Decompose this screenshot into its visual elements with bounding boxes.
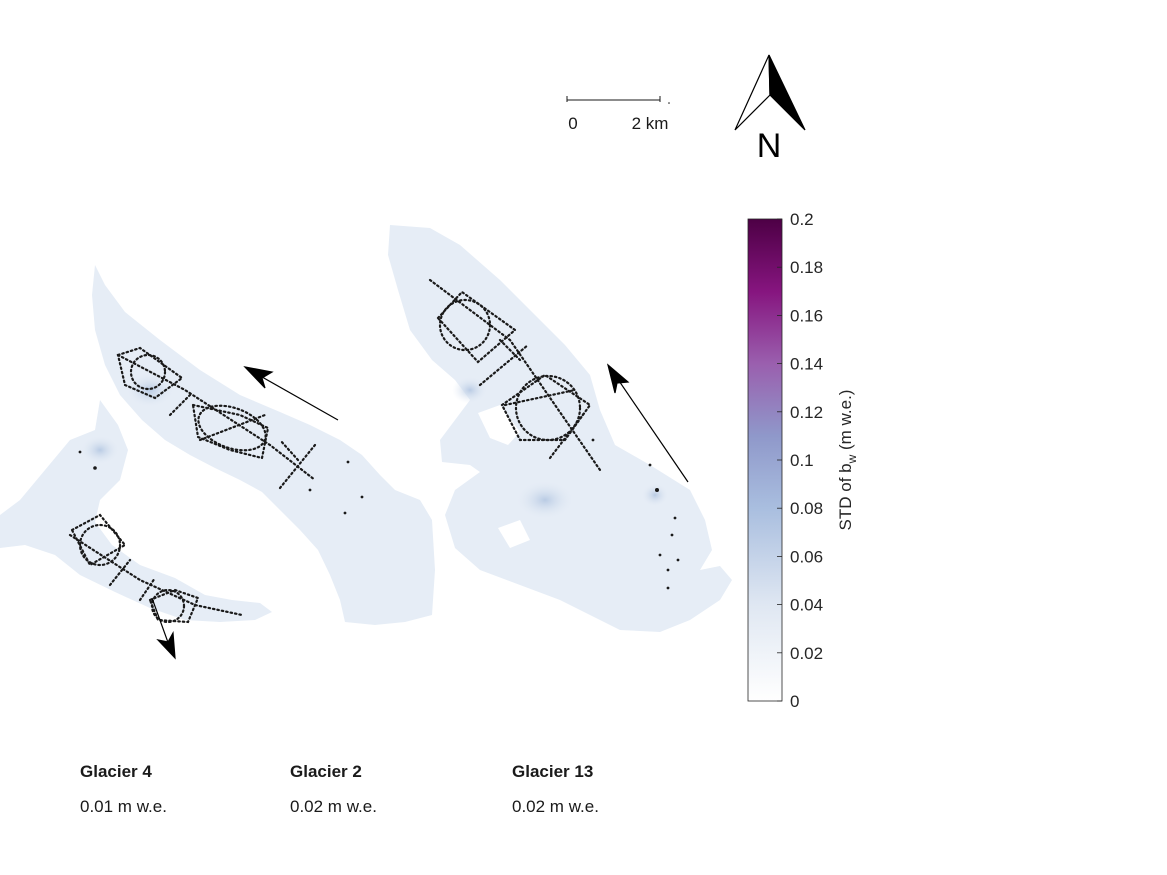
north-label: N [757, 127, 782, 165]
flow-arrow-icon [151, 597, 176, 660]
colorbar-tick-label: 0.2 [790, 210, 814, 229]
flow-arrows [151, 363, 689, 660]
colorbar-tick-label: 0 [790, 692, 799, 711]
flow-arrow-icon [243, 366, 339, 421]
colorbar-tick-label: 0.08 [790, 499, 823, 518]
colorbar-tick-label: 0.06 [790, 547, 823, 566]
glacier-2-name: Glacier 2 [290, 762, 362, 781]
glacier-2-track [116, 346, 317, 490]
colorbar-tick-label: 0.12 [790, 403, 823, 422]
glacier-2-value: 0.02 m w.e. [290, 797, 377, 816]
scale-bar: 0 2 km [566, 96, 670, 133]
glacier-13-area [388, 225, 732, 632]
scale-start-label: 0 [568, 114, 577, 133]
colorbar-tick-label: 0.1 [790, 451, 814, 470]
glacier-4-track [68, 513, 244, 624]
scale-end-label: 2 km [632, 114, 669, 133]
colorbar: 00.020.040.060.080.10.120.140.160.180.2 … [747, 210, 859, 711]
colorbar-tick-label: 0.04 [790, 596, 823, 615]
flow-arrow-icon [606, 363, 689, 483]
north-arrow-icon: N [734, 54, 806, 165]
colorbar-tick-label: 0.14 [790, 355, 823, 374]
glacier-13-track [428, 278, 602, 472]
survey-points [78, 438, 680, 590]
colorbar-tick-label: 0.16 [790, 306, 823, 325]
glacier-13-name: Glacier 13 [512, 762, 594, 781]
colorbar-ticks: 0 0.02 0.04 0.06 0.08 0.1 0.12 0.14 0.16 0.18 0.2 [777, 210, 823, 711]
glacier-4-value: 0.01 m w.e. [80, 797, 167, 816]
glacier-4-name: Glacier 4 [80, 762, 152, 781]
colorbar-label: STD of bw (m w.e.) [836, 390, 859, 531]
survey-tracks [68, 278, 602, 624]
glacier-13-value: 0.02 m w.e. [512, 797, 599, 816]
colorbar-tick-label: 0.02 [790, 644, 823, 663]
glacier-4-area [0, 400, 272, 622]
colorbar-tick-label: 0.18 [790, 258, 823, 277]
